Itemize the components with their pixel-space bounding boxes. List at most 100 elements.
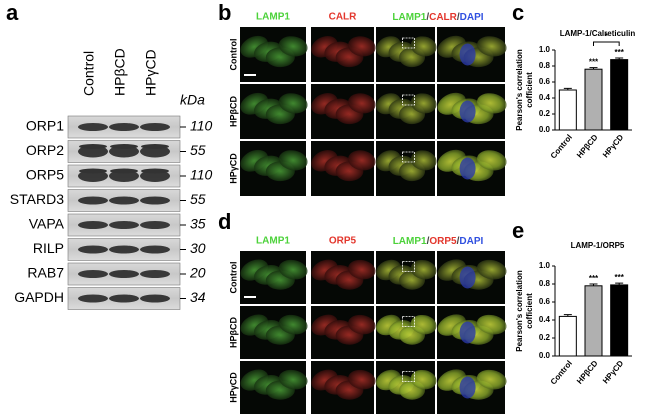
cell [410,36,437,57]
x-tick-label: HPγCD [601,133,625,160]
merge-header-part: DAPI [459,236,483,247]
y-axis-label: cofficient [525,293,534,329]
row-label: HPγCD [228,153,238,184]
panel-label: d [218,209,231,234]
panel-label: c [512,0,524,25]
cell [278,93,308,114]
cell [348,259,376,280]
blot-band [140,245,170,254]
blot-band [141,168,169,174]
nucleus [459,266,476,289]
cell [410,369,437,390]
kda-label: 35 [190,216,206,232]
merge-header-part: LAMP1 [392,12,426,23]
cell [278,259,308,280]
blot-band [110,144,138,149]
chart-title: LAMP-1/Calreticulin [560,29,636,38]
cell [278,36,308,57]
kda-label: 55 [190,142,206,158]
blot-band [78,294,108,303]
cell [476,150,507,171]
y-axis-label: cofficient [525,72,534,108]
nucleus [459,100,476,123]
kda-label: 20 [189,265,206,281]
protein-label: ORP1 [26,118,64,134]
cell [348,369,376,390]
kda-label: 34 [190,289,206,305]
blot-band [79,168,107,174]
cell [476,93,507,114]
merge-header: LAMP1/CALR/DAPI [392,12,483,23]
y-axis-label: Pearson's correlation [515,49,524,131]
zoom-box [402,371,415,383]
blot-band [109,294,139,303]
cell [410,259,437,280]
panel-label: e [512,218,524,243]
protein-label: STARD3 [10,191,64,207]
row-label: Control [228,39,238,71]
cell [410,150,437,171]
bar [584,68,603,131]
bar [610,59,629,131]
y-tick-label: 1.0 [539,45,551,54]
blot-band [140,196,170,205]
zoom-box [402,151,415,163]
row-label: HPβCD [228,96,238,127]
bar [584,285,603,357]
nucleus [459,376,476,399]
error-bar [563,314,572,317]
charts: LAMP-1/Calreticulin Pearson's correlation… [515,29,635,386]
y-tick-label: 0.8 [539,61,551,70]
merge-header-part: / [426,12,429,23]
kda-header: kDa [180,92,205,108]
protein-label: GAPDH [14,289,64,305]
channel-header: ORP5 [329,236,357,247]
channel-header: CALR [329,12,358,23]
error-bar [589,67,598,70]
y-tick-label: 1.0 [539,261,551,270]
protein-label: RILP [33,240,64,256]
blot-band [140,123,170,131]
cell [476,369,507,390]
chart-title: LAMP-1/ORP5 [571,241,625,250]
x-tick-label: Control [549,133,574,161]
cell [476,259,507,280]
bar [558,89,577,131]
lane-label: HPγCD [143,49,159,96]
nucleus [459,43,476,66]
cell [348,36,376,57]
row-label: HPβCD [228,317,238,348]
protein-label: ORP5 [26,167,64,183]
x-tick-label: HPβCD [575,133,600,160]
y-tick-label: 0.2 [539,333,551,342]
cell [348,150,376,171]
y-axis-label: Pearson's correlation [515,270,524,352]
blot-band [109,270,139,278]
x-tick-label: HPβCD [575,359,600,386]
panel-label: b [218,0,231,25]
blot-band [110,168,138,174]
blot-band [140,221,170,229]
blot-band [140,270,170,278]
significance-label: *** [614,273,624,282]
y-tick-label: 0.6 [539,77,551,86]
error-bar [589,283,598,286]
blot-band [78,123,108,131]
cell [278,314,308,335]
bar [610,284,629,357]
merge-header-part: LAMP1 [393,236,427,247]
protein-label: VAPA [29,216,65,232]
panel-label: a [6,0,19,25]
y-tick-label: 0.2 [539,109,551,118]
significance-bracket [593,41,620,46]
y-tick-label: 0.0 [539,125,551,134]
blot-band [140,294,170,303]
row-label: HPγCD [228,372,238,403]
x-tick-label: Control [549,359,574,387]
nucleus [459,321,476,344]
cell [348,93,376,114]
x-tick-label: HPγCD [601,359,625,386]
bar [558,315,577,357]
protein-label: RAB7 [27,265,64,281]
error-bar [615,282,624,285]
